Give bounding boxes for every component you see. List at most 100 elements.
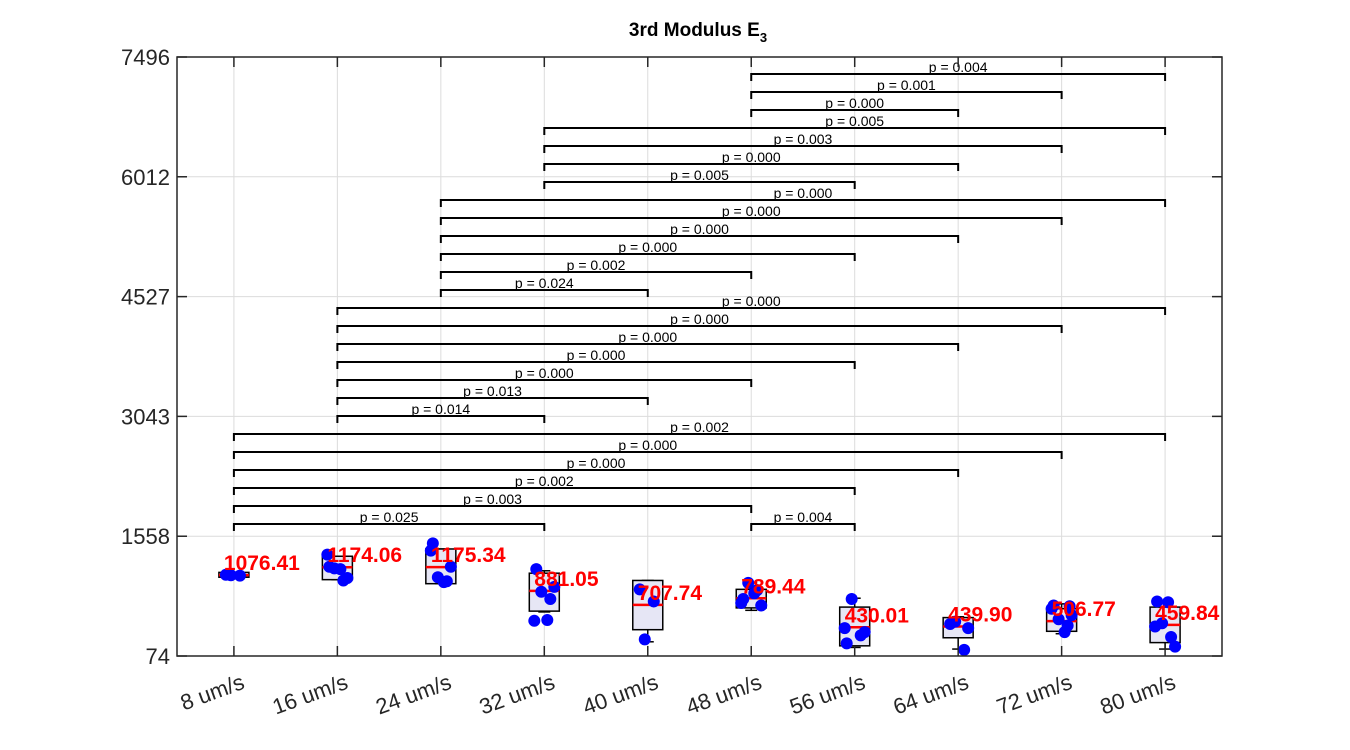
p-value-label: p = 0.000	[722, 149, 781, 165]
significance-bracket	[439, 217, 1063, 225]
data-point	[437, 576, 450, 589]
median-labels: 1076.41 1174.06 1175.34 881.05 707.74 789.44 4…	[224, 544, 1220, 627]
data-point	[548, 580, 561, 593]
x-tick-label: 56 um/s	[786, 669, 868, 719]
significance-bracket	[232, 487, 856, 495]
p-value-label: p = 0.003	[463, 491, 522, 507]
data-point	[638, 633, 651, 646]
p-value-label: p = 0.000	[618, 239, 677, 255]
significance-bracket	[439, 289, 649, 297]
y-tick-label: 74	[146, 644, 170, 669]
p-value-label: p = 0.001	[877, 77, 936, 93]
median-value-label: 1174.06	[327, 544, 402, 567]
data-point	[233, 569, 246, 582]
data-point	[748, 587, 761, 600]
p-value-label: p = 0.024	[515, 275, 574, 291]
data-point	[735, 597, 748, 610]
p-value-label: p = 0.000	[618, 437, 677, 453]
plot-frame	[176, 56, 1223, 657]
p-value-label: p = 0.000	[567, 455, 626, 471]
p-value-label: p = 0.025	[360, 509, 419, 525]
median-value-label: 707.74	[638, 582, 703, 605]
significance-brackets: p = 0.025 p = 0.004 p = 0.003 p = 0.002 p = …	[232, 59, 1167, 531]
p-value-label: p = 0.000	[722, 293, 781, 309]
y-tick-label: 4527	[121, 285, 170, 310]
x-tick-label: 16 um/s	[269, 669, 351, 719]
data-point	[1162, 596, 1175, 609]
x-tick-label: 8 um/s	[177, 669, 248, 715]
median-value-label: 789.44	[741, 575, 806, 598]
significance-bracket	[336, 343, 960, 351]
y-tick-label: 7496	[121, 45, 170, 70]
p-value-label: p = 0.004	[774, 509, 833, 525]
data-point	[334, 563, 347, 576]
data-point	[962, 622, 975, 635]
p-value-label: p = 0.005	[670, 167, 729, 183]
x-tick-label: 24 um/s	[372, 669, 454, 719]
data-point	[633, 583, 646, 596]
significance-bracket	[336, 361, 856, 369]
p-value-label: p = 0.000	[825, 95, 884, 111]
p-value-label: p = 0.005	[825, 113, 884, 129]
data-point	[755, 599, 768, 612]
p-value-label: p = 0.000	[515, 365, 574, 381]
data-point	[544, 593, 557, 606]
significance-bracket	[750, 73, 1167, 81]
p-value-label: p = 0.000	[670, 311, 729, 327]
median-value-label: 1175.34	[431, 544, 506, 567]
p-value-label: p = 0.014	[411, 401, 470, 417]
median-value-label: 1076.41	[224, 552, 300, 575]
significance-bracket	[336, 415, 546, 423]
data-point	[840, 637, 853, 650]
y-tick-label: 6012	[121, 165, 170, 190]
significance-bracket	[439, 253, 856, 261]
data-point	[838, 622, 851, 635]
data-point	[321, 548, 334, 561]
significance-bracket	[543, 145, 1063, 153]
significance-bracket	[232, 523, 546, 531]
data-point	[1052, 613, 1065, 626]
data-points	[219, 537, 1182, 656]
x-tick-label: 80 um/s	[1097, 669, 1179, 719]
significance-bracket	[750, 109, 960, 117]
data-point	[1169, 640, 1182, 653]
p-value-label: p = 0.000	[722, 203, 781, 219]
p-value-label: p = 0.000	[774, 185, 833, 201]
data-point	[1045, 602, 1058, 615]
data-point	[1058, 626, 1071, 639]
data-point	[647, 595, 660, 608]
significance-bracket	[439, 199, 1167, 207]
data-point	[742, 576, 755, 589]
x-tick-label: 32 um/s	[476, 669, 558, 719]
p-value-label: p = 0.000	[670, 221, 729, 237]
median-value-label: 430.01	[845, 604, 910, 627]
p-value-label: p = 0.003	[774, 131, 833, 147]
significance-bracket	[543, 163, 960, 171]
significance-bracket	[232, 469, 960, 477]
significance-bracket	[439, 235, 960, 243]
p-value-label: p = 0.002	[567, 257, 626, 273]
significance-bracket	[232, 433, 1167, 441]
x-tick-label: 48 um/s	[683, 669, 765, 719]
data-point	[535, 585, 548, 598]
median-value-label: 506.77	[1052, 598, 1116, 621]
data-point	[528, 614, 541, 627]
median-value-label: 459.84	[1155, 602, 1220, 625]
chart-title: 3rd Modulus E3	[629, 20, 767, 45]
data-point	[958, 643, 971, 656]
data-point	[424, 544, 437, 557]
data-point	[1149, 620, 1162, 633]
p-value-label: p = 0.002	[515, 473, 574, 489]
median-value-label: 439.90	[948, 603, 1012, 626]
x-tick-label: 40 um/s	[579, 669, 661, 719]
median-value-label: 881.05	[534, 568, 599, 591]
significance-bracket	[232, 451, 1063, 459]
significance-bracket	[336, 307, 1167, 315]
significance-bracket	[750, 523, 856, 531]
significance-bracket	[543, 181, 856, 189]
data-point	[949, 615, 962, 628]
data-point	[1165, 630, 1178, 643]
significance-bracket	[543, 127, 1167, 135]
x-tick-label: 72 um/s	[993, 669, 1075, 719]
